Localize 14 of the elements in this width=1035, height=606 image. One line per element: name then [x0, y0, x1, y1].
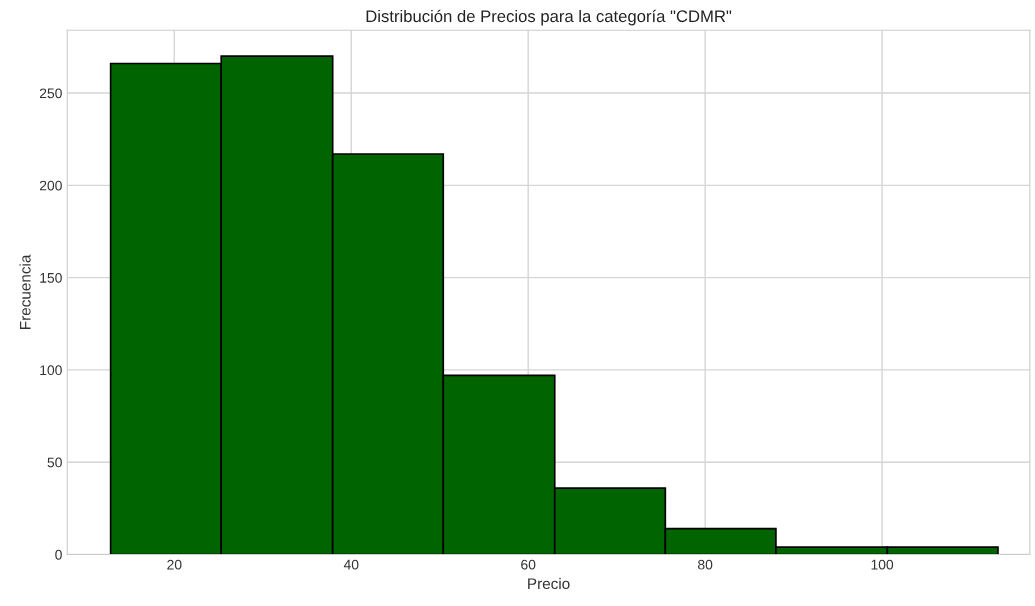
- x-tick-label: 100: [871, 559, 894, 570]
- y-tick-label: 200: [39, 180, 62, 191]
- x-tick-label: 80: [698, 559, 713, 570]
- x-axis-title: Precio: [528, 577, 570, 590]
- y-tick-label: 0: [55, 549, 62, 560]
- y-axis-title: Frecuencia: [19, 254, 31, 329]
- x-tick-label: 20: [167, 559, 182, 570]
- y-tick-label: 250: [39, 88, 62, 99]
- y-tick-label: 150: [40, 272, 62, 283]
- x-tick-label: 60: [521, 559, 536, 570]
- y-tick-label: 100: [40, 365, 62, 376]
- y-tick-label: 50: [47, 457, 62, 468]
- chart-title: Distribución de Precios para la categoría "CDMR": [366, 9, 732, 26]
- x-tick-label: 40: [343, 559, 359, 570]
